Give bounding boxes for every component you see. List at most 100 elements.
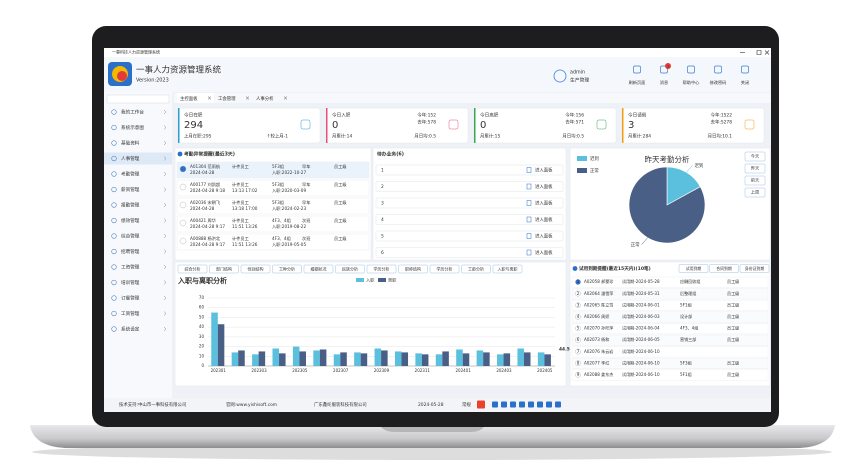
analysis-tab	[366, 264, 397, 274]
todo-action[interactable]: 进入面板	[535, 233, 553, 240]
laptop-base	[30, 425, 835, 448]
y-tick-label: 0	[201, 363, 204, 368]
bar	[319, 349, 327, 366]
header-action[interactable]: 帮助中心	[683, 79, 701, 86]
header-action[interactable]: 刷新页面	[629, 79, 646, 86]
row-cell: A02036 宋朝飞	[190, 199, 221, 206]
legend-swatch	[356, 278, 364, 282]
row-cell: A00421 周华	[190, 217, 216, 224]
tray-icon	[528, 401, 534, 408]
analysis-tab[interactable]: 入职与离职	[498, 265, 518, 271]
action-icon[interactable]	[687, 65, 695, 74]
analysis-tab[interactable]: 工种分析	[279, 265, 295, 271]
menu-item[interactable]: 基础资料	[121, 140, 140, 147]
todo-action[interactable]: 进入面板	[535, 249, 553, 256]
action-icon[interactable]	[714, 65, 722, 74]
pie-button[interactable]: 昨天	[751, 165, 760, 172]
x-tick-label: 202403	[496, 368, 512, 373]
menu-item[interactable]: 综合管理	[121, 233, 140, 240]
kpi-icon	[744, 119, 755, 130]
todo-action[interactable]: 进入面板	[535, 183, 553, 190]
status-text: 2024-05-28	[418, 402, 444, 408]
analysis-tab[interactable]: 学历分析	[374, 265, 390, 271]
header-action[interactable]: 修改密码	[710, 79, 727, 86]
tab[interactable]: 工会管理	[218, 95, 236, 102]
menu-item[interactable]: 报勤管理	[121, 202, 140, 209]
menu-item[interactable]: 人事管理	[121, 155, 140, 162]
analysis-tab[interactable]: 学历分析	[437, 265, 453, 271]
pie-button[interactable]: 上周	[751, 189, 759, 196]
chevron	[163, 202, 167, 208]
analysis-tab[interactable]: 民族分析	[342, 265, 358, 271]
row-cell: 2024-04-28	[190, 206, 215, 211]
action-icon[interactable]	[741, 65, 749, 74]
tray-icon	[555, 401, 561, 408]
probation-button[interactable]: 身份证到期	[745, 266, 765, 271]
menu-item[interactable]: 考勤管理	[121, 171, 140, 178]
kpi-stat: 月累计:14	[332, 133, 352, 140]
row	[176, 197, 370, 215]
kpi-accent	[622, 108, 624, 143]
todo-index: 3	[381, 201, 384, 207]
analysis-tab[interactable]: 职称结构	[405, 265, 421, 271]
menu-item[interactable]: 工资管理	[121, 264, 140, 271]
bar	[544, 354, 551, 366]
menu-item[interactable]: 系统设定	[121, 326, 140, 333]
action-icon[interactable]	[660, 65, 668, 74]
probation-cell: 应酬回收组	[680, 278, 700, 284]
kpi-stat: 月累计:284	[628, 133, 651, 140]
header-action[interactable]: 关闭	[741, 79, 749, 86]
kpi-stat: 上月在职:295	[184, 133, 212, 140]
tab[interactable]: 人事分析	[256, 95, 274, 102]
menu-item[interactable]: 绩效管理	[121, 217, 140, 224]
window-control[interactable]	[756, 50, 762, 55]
probation-cell: 设计部	[680, 313, 692, 319]
probation-button[interactable]: 试用到期	[686, 266, 702, 271]
y-tick-label: 50	[199, 314, 205, 319]
analysis-tab[interactable]: 婚姻状况	[311, 265, 327, 271]
analysis-tab[interactable]: 综合分析	[185, 265, 201, 271]
analysis-tab[interactable]: 部门结构	[216, 265, 232, 271]
row-cell: 入职:2022-10-27	[272, 170, 306, 176]
analysis-tab[interactable]: 性别结构	[248, 265, 264, 271]
x-tick-label: 202401	[456, 368, 472, 373]
menu-item[interactable]: 工资管理	[121, 310, 140, 317]
menu-item[interactable]: 我的工作台	[121, 109, 144, 116]
avatar	[553, 69, 567, 83]
probation-button[interactable]: 合同到期	[716, 266, 732, 271]
kpi-value: 294	[184, 120, 203, 131]
menu-item[interactable]: 薪资管理	[121, 186, 140, 193]
bar	[483, 352, 490, 366]
tab[interactable]: 主控面板	[180, 95, 198, 102]
probation-cell: 5	[577, 326, 580, 331]
tab-close[interactable]	[207, 96, 212, 100]
menu-icon	[111, 124, 117, 131]
menu-item[interactable]: 系统示意图	[121, 124, 144, 131]
todo-icon	[526, 183, 532, 190]
todo-action[interactable]: 进入面板	[535, 200, 553, 207]
pie-button[interactable]: 今天	[751, 153, 760, 160]
tab-close[interactable]	[245, 96, 250, 100]
x-tick-label: 202303	[251, 368, 267, 373]
row-cell: 早车	[302, 163, 310, 170]
tab-active	[177, 93, 214, 103]
todo-action[interactable]: 进入面板	[535, 167, 553, 174]
menu-item[interactable]: 订餐管理	[121, 295, 140, 302]
action-icon[interactable]	[633, 65, 641, 74]
menu-item[interactable]: 招聘管理	[121, 248, 140, 255]
kpi-value: 0	[480, 120, 486, 131]
probation-cell: 8	[577, 360, 580, 365]
window-control[interactable]	[764, 50, 770, 55]
menu-icon	[111, 295, 117, 301]
probation-cell: 后整理组	[680, 290, 696, 296]
header-action[interactable]: 消息	[660, 79, 668, 86]
tray-icon	[519, 401, 525, 408]
analysis-tab[interactable]: 工龄分析	[468, 265, 484, 271]
legend-label: 入职	[366, 277, 374, 283]
kpi-stat: 去年:5278	[711, 119, 733, 126]
menu-item[interactable]: 培训管理	[121, 279, 140, 286]
pie-button[interactable]: 前天	[751, 177, 760, 184]
tab-close[interactable]	[283, 96, 288, 100]
todo-action[interactable]: 进入面板	[535, 216, 553, 223]
row-cell: 2024-04-28 9:17	[190, 224, 225, 229]
